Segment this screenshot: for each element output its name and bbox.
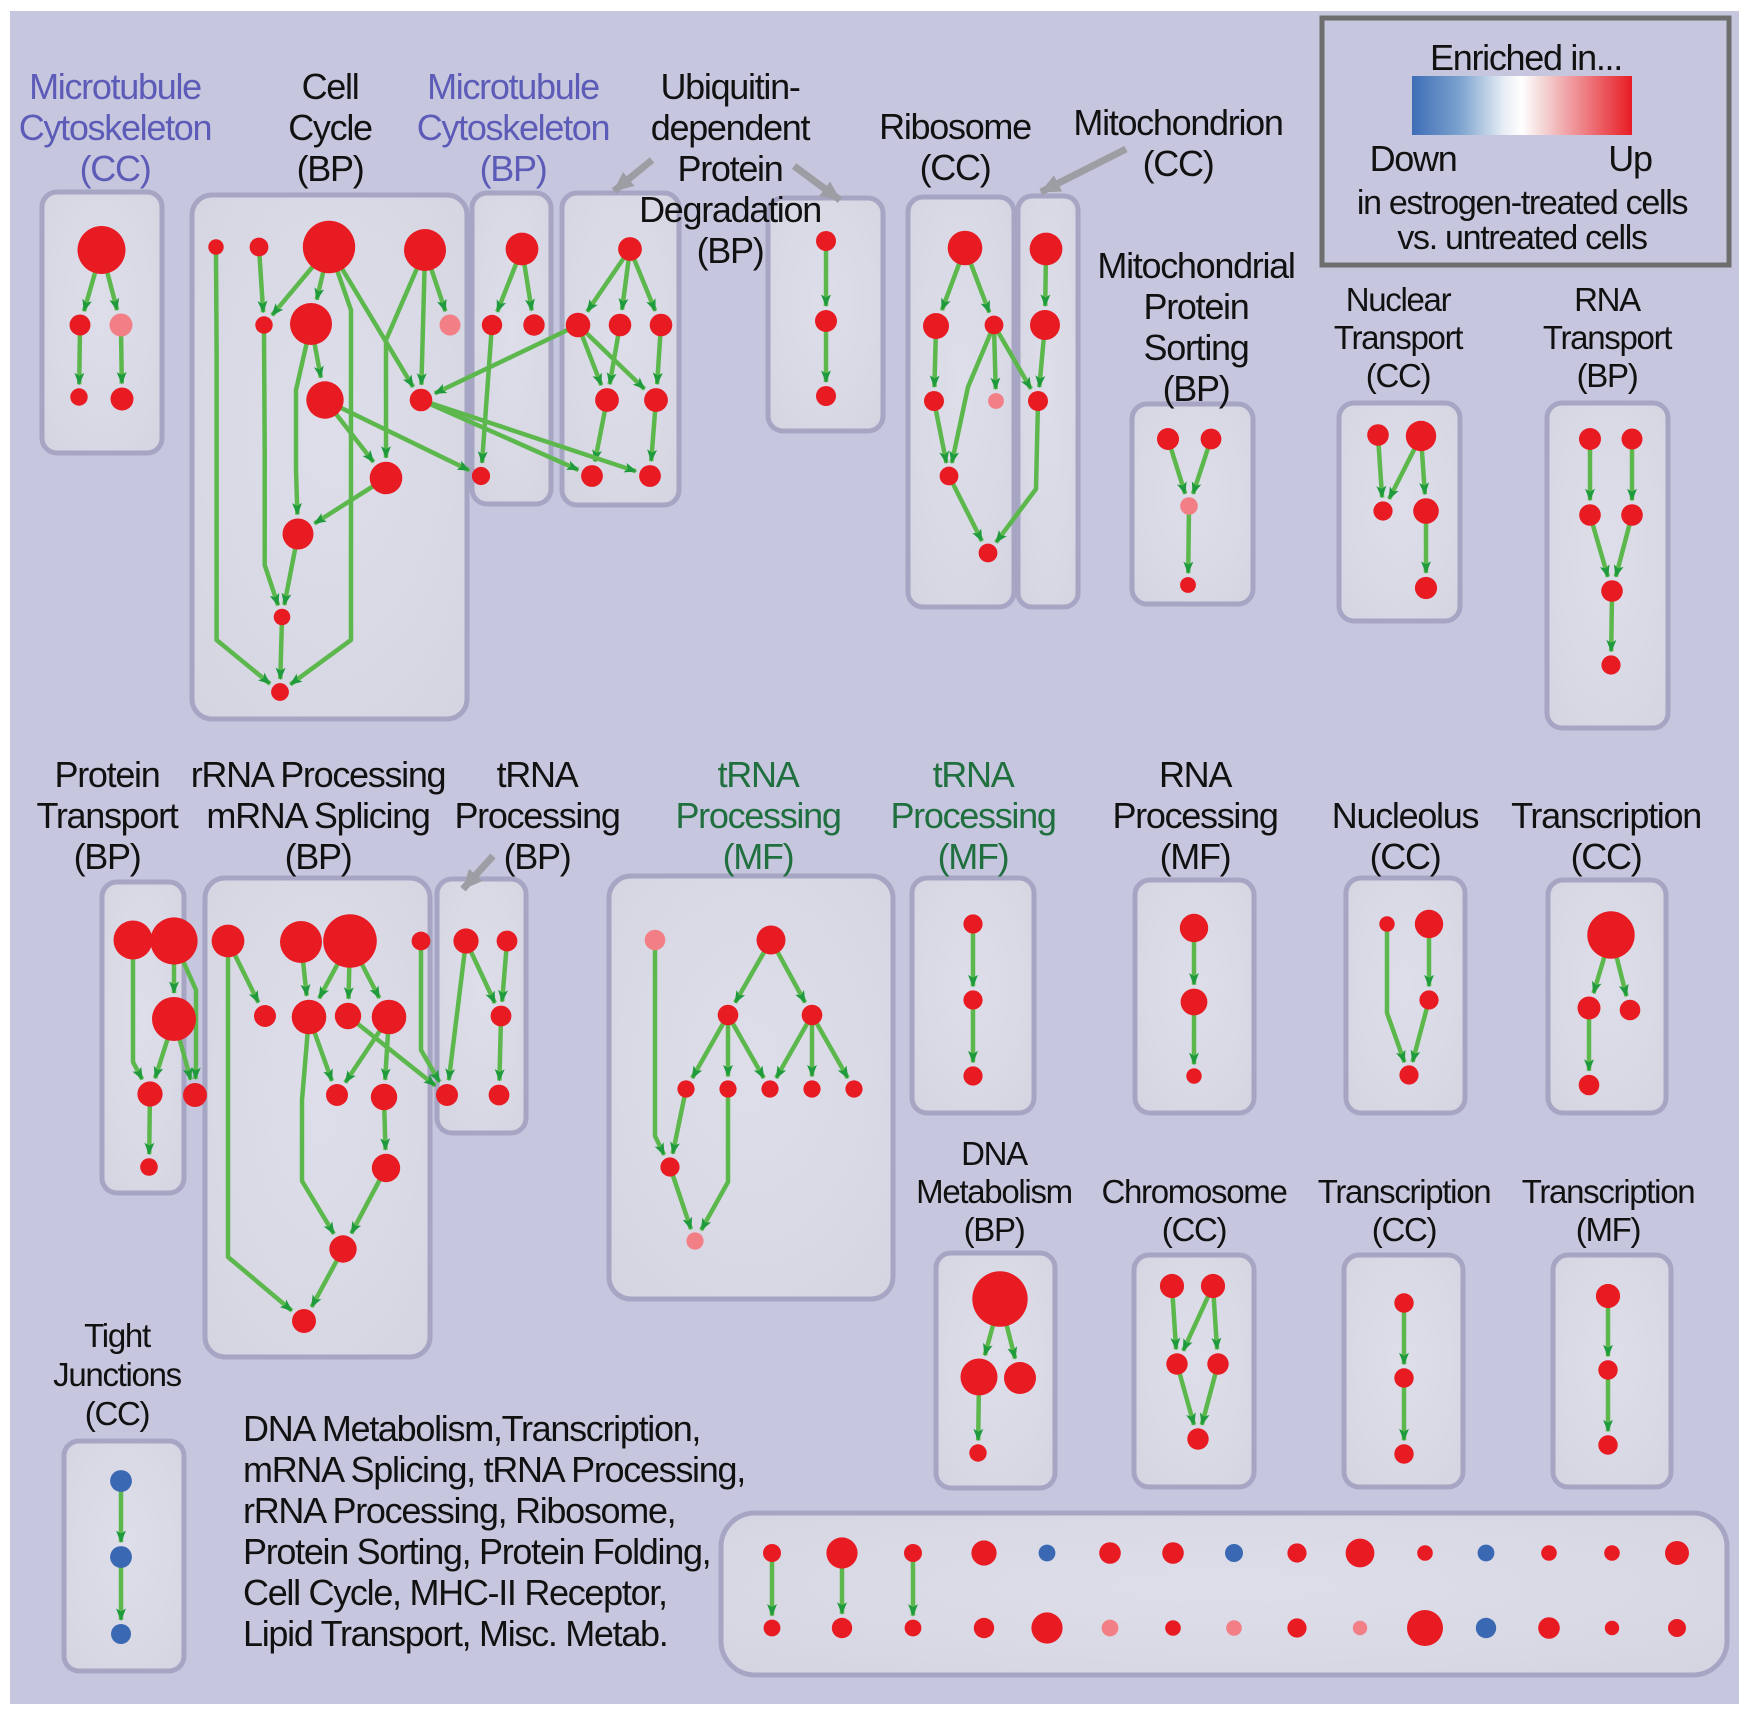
- svg-text:DNA: DNA: [961, 1135, 1028, 1172]
- svg-text:Cycle: Cycle: [288, 107, 372, 148]
- svg-text:Cytoskeleton: Cytoskeleton: [19, 107, 212, 148]
- svg-text:(BP): (BP): [964, 1211, 1025, 1248]
- svg-text:Degradation: Degradation: [639, 189, 821, 230]
- svg-text:(CC): (CC): [85, 1395, 149, 1432]
- svg-text:vs. untreated cells: vs. untreated cells: [1397, 219, 1647, 257]
- svg-text:Transport: Transport: [1543, 319, 1672, 356]
- svg-text:Microtubule: Microtubule: [29, 66, 201, 107]
- svg-text:tRNA: tRNA: [718, 754, 800, 795]
- svg-text:Microtubule: Microtubule: [427, 66, 599, 107]
- svg-text:(CC): (CC): [1372, 1211, 1436, 1248]
- svg-text:(CC): (CC): [1162, 1211, 1226, 1248]
- svg-text:(BP): (BP): [480, 148, 547, 189]
- svg-text:(CC): (CC): [80, 148, 151, 189]
- svg-text:Mitochondrial: Mitochondrial: [1097, 245, 1294, 286]
- svg-text:Transcription: Transcription: [1511, 795, 1701, 836]
- svg-text:Transcription: Transcription: [1522, 1173, 1695, 1210]
- svg-text:(MF): (MF): [938, 836, 1009, 877]
- svg-text:dependent: dependent: [651, 107, 811, 148]
- svg-text:Ubiquitin-: Ubiquitin-: [660, 66, 799, 107]
- svg-text:Nucleolus: Nucleolus: [1332, 795, 1479, 836]
- svg-text:Processing: Processing: [1112, 795, 1277, 836]
- svg-text:Tight: Tight: [84, 1317, 151, 1354]
- svg-text:mRNA Splicing: mRNA Splicing: [206, 795, 429, 836]
- svg-text:Up: Up: [1608, 138, 1652, 179]
- svg-text:(CC): (CC): [1571, 836, 1642, 877]
- svg-text:Transport: Transport: [1334, 319, 1463, 356]
- svg-text:Protein: Protein: [678, 148, 783, 189]
- svg-text:(BP): (BP): [504, 836, 571, 877]
- svg-text:Processing: Processing: [454, 795, 619, 836]
- svg-text:Processing: Processing: [675, 795, 840, 836]
- svg-text:(CC): (CC): [1370, 836, 1441, 877]
- svg-text:in estrogen-treated cells: in estrogen-treated cells: [1357, 184, 1688, 222]
- svg-text:Cell: Cell: [302, 66, 359, 107]
- svg-text:(CC): (CC): [920, 147, 991, 188]
- svg-text:Protein: Protein: [55, 754, 160, 795]
- svg-text:rRNA Processing: rRNA Processing: [191, 754, 446, 795]
- svg-text:Cell Cycle, MHC-II Receptor,: Cell Cycle, MHC-II Receptor,: [243, 1572, 667, 1613]
- svg-text:Enriched in...: Enriched in...: [1430, 37, 1622, 78]
- svg-text:Metabolism: Metabolism: [916, 1173, 1072, 1210]
- svg-text:Mitochondrion: Mitochondrion: [1073, 102, 1282, 143]
- svg-text:(BP): (BP): [74, 836, 141, 877]
- svg-text:Down: Down: [1370, 138, 1457, 179]
- svg-text:(CC): (CC): [1366, 357, 1430, 394]
- svg-text:Lipid Transport, Misc. Metab.: Lipid Transport, Misc. Metab.: [243, 1613, 667, 1654]
- svg-text:Junctions: Junctions: [53, 1356, 182, 1393]
- svg-text:tRNA: tRNA: [497, 754, 579, 795]
- svg-text:Ribosome: Ribosome: [879, 106, 1031, 147]
- svg-text:(BP): (BP): [1163, 368, 1230, 409]
- svg-text:(CC): (CC): [1143, 143, 1214, 184]
- svg-text:Sorting: Sorting: [1144, 327, 1249, 368]
- svg-text:DNA Metabolism,Transcription,: DNA Metabolism,Transcription,: [243, 1408, 700, 1449]
- svg-text:Nuclear: Nuclear: [1346, 281, 1452, 318]
- svg-text:Processing: Processing: [890, 795, 1055, 836]
- svg-text:(MF): (MF): [1160, 836, 1231, 877]
- svg-text:(BP): (BP): [1577, 357, 1638, 394]
- svg-text:Protein Sorting, Protein Foldi: Protein Sorting, Protein Folding,: [243, 1531, 710, 1572]
- svg-text:Transcription: Transcription: [1318, 1173, 1491, 1210]
- svg-text:RNA: RNA: [1574, 281, 1641, 318]
- svg-text:mRNA Splicing, tRNA Processing: mRNA Splicing, tRNA Processing,: [243, 1449, 745, 1490]
- svg-text:rRNA Processing, Ribosome,: rRNA Processing, Ribosome,: [243, 1490, 675, 1531]
- svg-text:RNA: RNA: [1159, 754, 1232, 795]
- svg-text:(BP): (BP): [697, 230, 764, 271]
- svg-text:Chromosome: Chromosome: [1101, 1173, 1286, 1210]
- svg-text:Transport: Transport: [36, 795, 178, 836]
- svg-text:Cytoskeleton: Cytoskeleton: [417, 107, 610, 148]
- svg-text:Protein: Protein: [1144, 286, 1249, 327]
- svg-text:(BP): (BP): [285, 836, 352, 877]
- svg-text:(BP): (BP): [297, 148, 364, 189]
- svg-text:(MF): (MF): [1576, 1211, 1640, 1248]
- svg-text:(MF): (MF): [723, 836, 794, 877]
- svg-text:tRNA: tRNA: [933, 754, 1015, 795]
